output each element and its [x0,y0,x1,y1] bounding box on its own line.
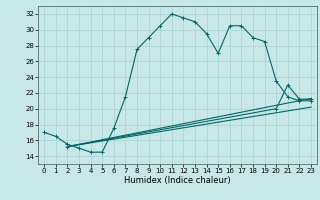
X-axis label: Humidex (Indice chaleur): Humidex (Indice chaleur) [124,176,231,185]
